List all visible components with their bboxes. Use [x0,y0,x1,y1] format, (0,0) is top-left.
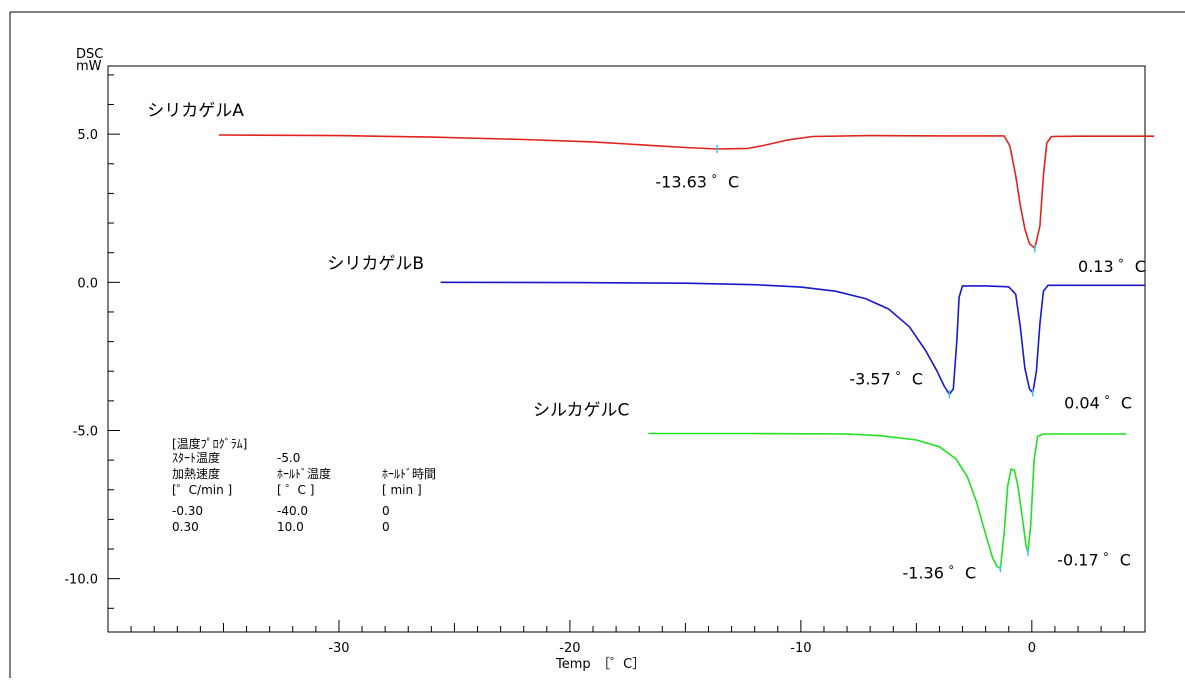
peak-label: 0.04 ゜C [1064,393,1132,412]
peak-label: 0.13 ゜C [1078,257,1146,276]
program-start-temp-label: ｽﾀｰﾄ温度 [172,450,220,465]
peak-label: -1.36 ゜C [902,564,976,583]
series-label-2: シリカゲルB [327,254,424,274]
program-row1-hold-temp: -40.0 [277,504,308,518]
peak-label: -13.63 ゜C [655,172,739,191]
y-tick-label: 0.0 [77,276,98,291]
peak-annotations: -13.63 ゜C 0.13 ゜C -3.57 ゜C 0.04 ゜C -1.36 ゜C -… [655,144,1146,583]
x-axis-title: Temp ［゜C］ [555,657,645,672]
x-tick-label: 0 [1028,641,1036,656]
program-row1-hold-time: 0 [382,504,390,518]
program-header-hold-time: ﾎｰﾙﾄﾞ時間 [382,467,436,481]
program-unit-hold-temp: [ ゜C ] [277,483,314,497]
program-row2-hold-temp: 10.0 [277,520,304,534]
series-layer [218,134,1155,570]
temperature-program: [温度ﾌﾟﾛｸﾞﾗﾑ] ｽﾀｰﾄ温度 -5.0 加熱速度 ﾎｰﾙﾄﾞ温度 ﾎｰﾙ… [172,436,436,534]
x-tick-label: -10 [790,641,811,656]
program-unit-hold-time: [ min ] [382,483,422,497]
series-line-2 [440,281,1145,396]
program-start-temp-value: -5.0 [277,451,300,465]
program-header-hold-temp: ﾎｰﾙﾄﾞ温度 [277,466,331,481]
series-labels: シリカゲルA シリカゲルB シルカゲルC [147,101,629,421]
program-header-rate: 加熱速度 [172,466,220,481]
y-tick-label: -10.0 [64,573,98,588]
peak-label: -0.17 ゜C [1057,550,1131,569]
y-tick-label: 5.0 [77,128,98,143]
series-label-1: シリカゲルA [147,101,244,121]
y-axis-ticks: 5.0 0.0 -5.0 -10.0 [64,74,120,609]
program-row1-rate: -0.30 [172,504,203,518]
plot-area [107,65,1146,633]
program-row2-rate: 0.30 [172,520,199,534]
y-axis-title: DSC [76,47,103,62]
y-axis-unit: mW [76,59,102,74]
x-axis-ticks: -30 -20 -10 0 [130,620,1125,656]
x-tick-label: -20 [559,641,580,656]
program-row2-hold-time: 0 [382,520,390,534]
series-line-3 [648,432,1127,570]
program-title: [温度ﾌﾟﾛｸﾞﾗﾑ] [172,436,247,451]
series-line-1 [218,134,1155,249]
y-tick-label: -5.0 [73,424,98,439]
program-unit-rate: [゜C/min ] [172,483,232,497]
series-label-3: シルカゲルC [533,401,629,421]
peak-label: -3.57 ゜C [849,370,923,389]
x-tick-label: -30 [328,641,349,656]
